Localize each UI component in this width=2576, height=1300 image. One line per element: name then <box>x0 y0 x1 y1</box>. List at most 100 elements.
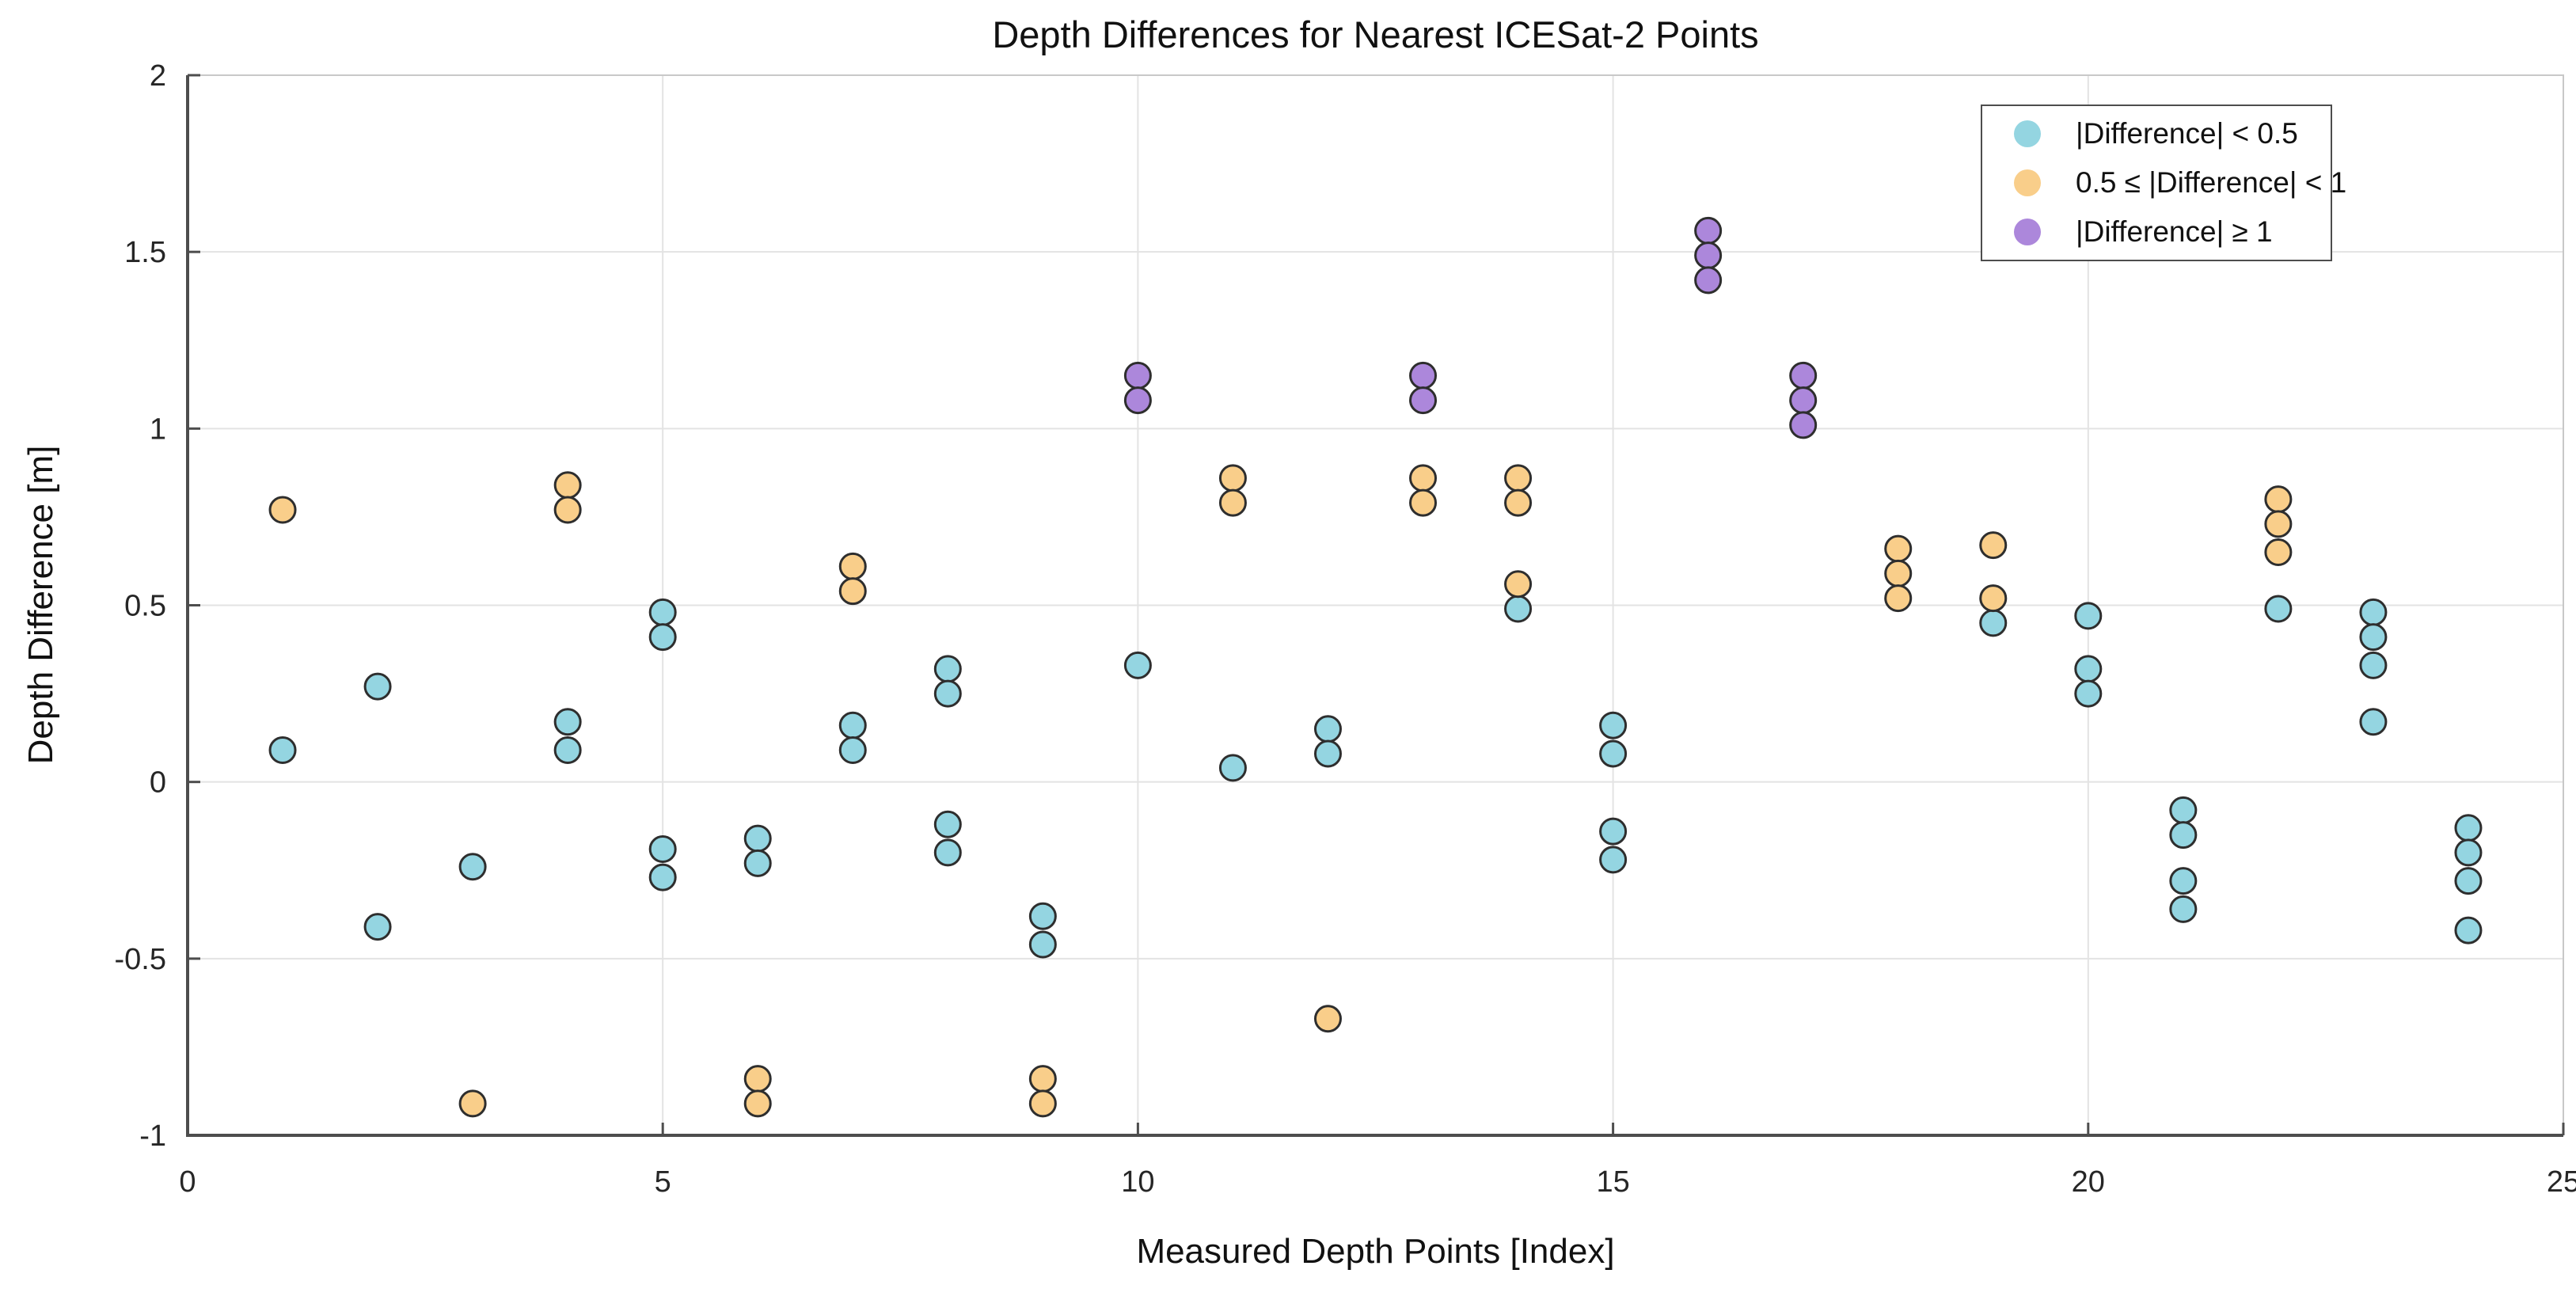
legend-label: 0.5 ≤ |Difference| < 1 <box>2076 166 2347 199</box>
legend-item-3: |Difference| ≥ 1 <box>1982 207 2331 257</box>
data-point-series-1 <box>458 853 487 881</box>
x-tick-label: 15 <box>1596 1165 1629 1199</box>
legend-label: |Difference| < 0.5 <box>2076 117 2298 150</box>
data-point-series-2 <box>1884 559 1913 587</box>
data-point-series-1 <box>933 810 962 838</box>
data-point-series-1 <box>1599 711 1628 739</box>
data-point-series-2 <box>1979 531 2008 560</box>
data-point-series-2 <box>268 496 297 524</box>
data-point-series-2 <box>1218 464 1247 492</box>
data-point-series-2 <box>838 552 867 580</box>
data-point-series-1 <box>838 711 867 739</box>
data-point-series-2 <box>1409 464 1438 492</box>
y-tick-label: 0.5 <box>124 590 166 623</box>
data-point-series-1 <box>363 672 392 701</box>
data-point-series-2 <box>1884 534 1913 563</box>
legend-item-1: |Difference| < 0.5 <box>1982 109 2331 158</box>
data-point-series-3 <box>1694 241 1723 270</box>
data-point-series-1 <box>2359 708 2388 736</box>
legend-item-2: 0.5 ≤ |Difference| < 1 <box>1982 158 2346 207</box>
data-point-series-1 <box>1979 609 2008 637</box>
data-point-series-1 <box>743 849 772 877</box>
legend-label: |Difference| ≥ 1 <box>2076 215 2273 248</box>
data-point-series-3 <box>1694 216 1723 245</box>
y-tick-label: 0 <box>150 766 166 800</box>
y-tick-label: 2 <box>150 59 166 93</box>
data-point-series-1 <box>1313 739 1342 768</box>
data-point-series-1 <box>1599 739 1628 768</box>
data-point-series-2 <box>1884 584 1913 613</box>
data-point-series-2 <box>1504 464 1533 492</box>
data-point-series-1 <box>2359 623 2388 652</box>
data-point-series-2 <box>1313 1005 1342 1033</box>
data-point-series-3 <box>1123 386 1152 415</box>
data-point-series-2 <box>1028 1089 1057 1118</box>
y-tick-label: -0.5 <box>115 943 166 976</box>
y-tick-label: 1.5 <box>124 236 166 269</box>
data-point-series-1 <box>933 838 962 867</box>
data-point-series-1 <box>2264 595 2293 623</box>
y-tick-label: 1 <box>150 412 166 446</box>
data-point-series-3 <box>1409 386 1438 415</box>
x-tick-label: 0 <box>179 1165 196 1199</box>
data-point-series-1 <box>2454 814 2483 842</box>
data-point-series-3 <box>1409 361 1438 390</box>
x-tick-label: 5 <box>655 1165 671 1199</box>
data-point-series-2 <box>838 577 867 606</box>
legend-marker-icon <box>2014 169 2041 196</box>
data-point-series-1 <box>648 863 677 891</box>
data-point-series-2 <box>553 496 582 524</box>
data-point-series-2 <box>458 1089 487 1118</box>
data-point-series-2 <box>1028 1065 1057 1093</box>
data-point-series-1 <box>1504 595 1533 623</box>
data-point-series-1 <box>2169 796 2198 824</box>
data-point-series-2 <box>743 1065 772 1093</box>
data-point-series-1 <box>268 736 297 764</box>
data-point-series-1 <box>553 708 582 736</box>
data-point-series-1 <box>1599 817 1628 846</box>
data-point-series-3 <box>1123 361 1152 390</box>
data-point-series-1 <box>1028 902 1057 930</box>
data-point-series-1 <box>2359 651 2388 679</box>
data-point-series-2 <box>1504 488 1533 517</box>
data-point-series-1 <box>2169 895 2198 923</box>
data-point-series-1 <box>933 655 962 683</box>
x-tick-label: 20 <box>2072 1165 2105 1199</box>
data-point-series-1 <box>2169 867 2198 895</box>
data-point-series-1 <box>2454 838 2483 867</box>
data-point-series-1 <box>743 824 772 853</box>
data-point-series-2 <box>1979 584 2008 613</box>
data-point-series-1 <box>2454 916 2483 945</box>
legend-marker-icon <box>2014 219 2041 245</box>
y-tick-label: -1 <box>139 1119 166 1153</box>
data-point-series-1 <box>2074 679 2103 708</box>
data-point-series-1 <box>648 623 677 652</box>
data-point-series-1 <box>2169 821 2198 850</box>
data-point-series-3 <box>1694 266 1723 295</box>
data-point-series-1 <box>933 679 962 708</box>
data-point-series-2 <box>2264 485 2293 514</box>
plot-box-light <box>188 74 2564 1135</box>
data-point-series-3 <box>1789 386 1818 415</box>
data-point-series-1 <box>1599 846 1628 874</box>
data-point-series-2 <box>1409 488 1438 517</box>
data-point-series-2 <box>2264 538 2293 567</box>
data-point-series-3 <box>1789 411 1818 439</box>
data-point-series-2 <box>1504 570 1533 599</box>
data-point-series-1 <box>363 913 392 941</box>
data-point-series-1 <box>2454 867 2483 895</box>
data-point-series-1 <box>1028 930 1057 959</box>
x-tick-label: 25 <box>2547 1165 2576 1199</box>
data-point-series-1 <box>553 736 582 764</box>
data-point-series-2 <box>553 471 582 500</box>
x-axis-label: Measured Depth Points [Index] <box>1136 1232 1615 1271</box>
data-point-series-2 <box>2264 510 2293 538</box>
data-point-series-2 <box>743 1089 772 1118</box>
data-point-series-1 <box>648 598 677 626</box>
data-point-series-1 <box>648 834 677 863</box>
data-point-series-1 <box>1313 715 1342 743</box>
x-tick-label: 10 <box>1121 1165 1154 1199</box>
legend: |Difference| < 0.5 0.5 ≤ |Difference| < 1… <box>1981 105 2346 261</box>
